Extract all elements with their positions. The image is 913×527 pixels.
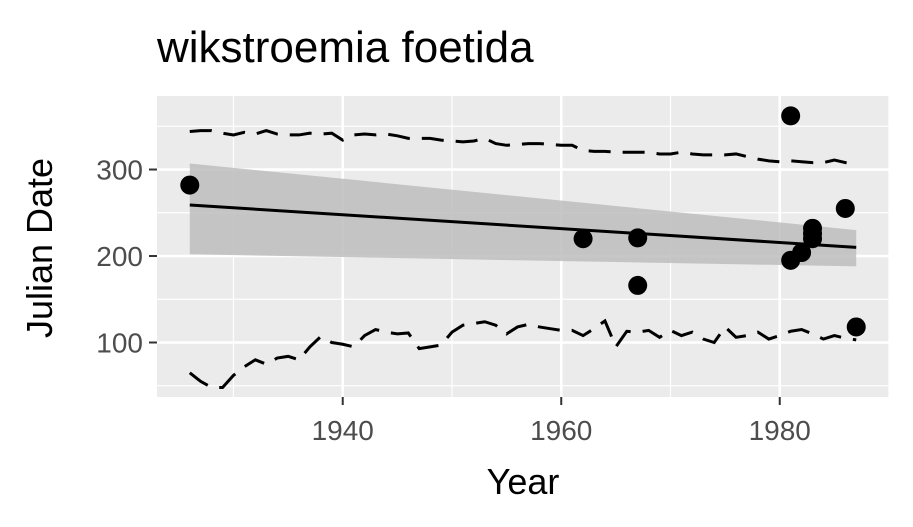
y-tick-label: 300 — [96, 155, 143, 186]
lower-dashed-line — [188, 318, 857, 389]
data-point — [628, 275, 648, 295]
data-point — [835, 198, 855, 218]
data-point — [803, 229, 823, 249]
data-point — [628, 228, 648, 248]
x-axis-ticks: 1940 1960 1980 — [312, 397, 811, 446]
y-tick-label: 200 — [96, 241, 143, 272]
data-point — [573, 229, 593, 249]
y-axis-ticks: 100 200 300 — [96, 155, 157, 359]
x-tick-label: 1940 — [312, 415, 374, 446]
data-point — [180, 175, 200, 195]
data-point — [846, 317, 866, 337]
data-points — [180, 106, 866, 337]
y-tick-label: 100 — [96, 328, 143, 359]
x-tick-label: 1980 — [749, 415, 811, 446]
y-axis-title: Julian Date — [19, 158, 60, 338]
trend-line — [189, 203, 857, 249]
data-point — [792, 243, 812, 263]
upper-dashed-line — [189, 129, 857, 167]
confidence-band — [189, 163, 857, 267]
chart-title: wikstroemia foetida — [156, 23, 534, 72]
x-axis-title: Year — [487, 461, 560, 502]
x-tick-label: 1960 — [530, 415, 592, 446]
data-point — [781, 106, 801, 126]
